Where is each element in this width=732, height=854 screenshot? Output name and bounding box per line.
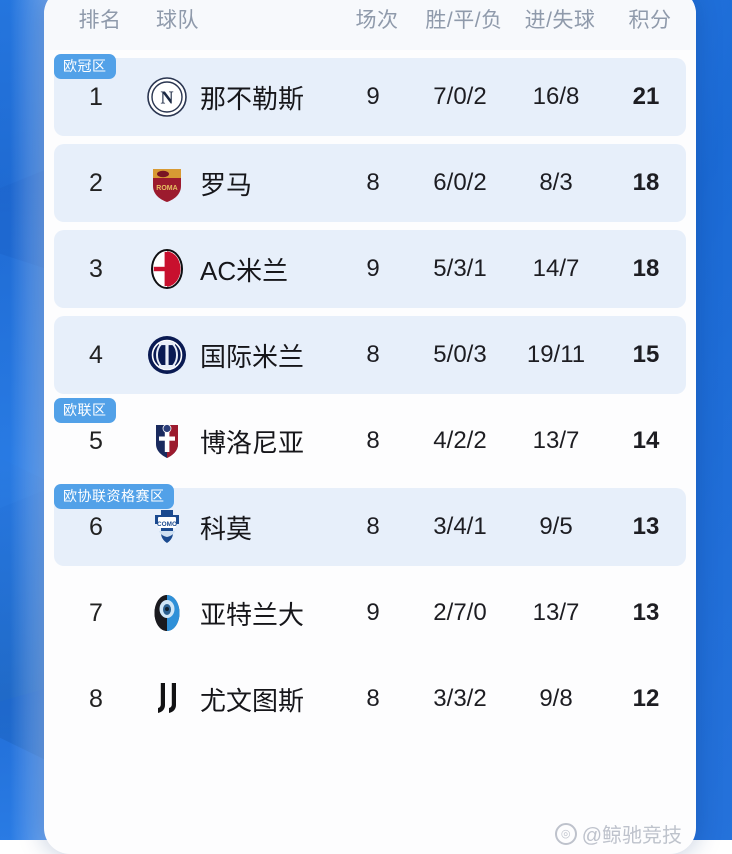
table-row[interactable]: 7 亚特兰大 9 2/7/0 13/7 13 — [54, 574, 686, 652]
cell-played: 9 — [334, 83, 412, 111]
cell-wdl: 5/0/3 — [412, 341, 508, 369]
cell-goals: 14/7 — [508, 255, 604, 283]
cell-wdl: 5/3/1 — [412, 255, 508, 283]
cell-goals: 13/7 — [508, 599, 604, 627]
svg-text:ROMA: ROMA — [156, 185, 177, 192]
cell-played: 9 — [334, 255, 412, 283]
cell-points: 14 — [604, 427, 688, 455]
cell-points: 12 — [604, 685, 688, 713]
cell-rank: 7 — [54, 599, 138, 628]
cell-points: 13 — [604, 513, 688, 541]
cell-rank: 8 — [54, 685, 138, 714]
cell-wdl: 3/3/2 — [412, 685, 508, 713]
column-header-team: 球队 — [142, 4, 338, 34]
cell-wdl: 4/2/2 — [412, 427, 508, 455]
app-logo-icon: ◎ — [555, 823, 577, 845]
cell-wdl: 7/0/2 — [412, 83, 508, 111]
cell-team: 尤文图斯 — [138, 678, 334, 720]
team-name: 亚特兰大 — [200, 595, 304, 632]
cell-team: ROMA 罗马 — [138, 162, 334, 204]
cell-rank: 5 — [54, 427, 138, 456]
cell-played: 8 — [334, 341, 412, 369]
cell-team: 国际米兰 — [138, 334, 334, 376]
cell-played: 8 — [334, 427, 412, 455]
column-header-rank: 排名 — [58, 4, 142, 34]
cell-goals: 19/11 — [508, 341, 604, 369]
inter-crest-icon — [146, 334, 188, 376]
table-row[interactable]: 2 ROMA 罗马 8 6/0/2 8/3 18 — [54, 144, 686, 222]
table-header-row: 排名 球队 场次 胜/平/负 进/失球 积分 — [44, 0, 696, 50]
team-name: 罗马 — [200, 165, 252, 202]
cell-goals: 9/5 — [508, 513, 604, 541]
zone-tag-uel: 欧联区 — [54, 398, 116, 423]
cell-played: 8 — [334, 169, 412, 197]
zone-tag-uecl: 欧协联资格赛区 — [54, 484, 174, 509]
watermark-text: @鲸驰竞技 — [582, 819, 682, 848]
standings-row-wrapper: 8 尤文图斯 8 3/3/2 9/8 12 — [44, 660, 696, 738]
cell-played: 8 — [334, 685, 412, 713]
column-header-points: 积分 — [608, 4, 692, 34]
standings-row-wrapper: 4 国际米兰 8 5/0/3 19/11 15 — [44, 316, 696, 394]
table-row[interactable]: 3 AC米兰 9 5/3/1 14/7 18 — [54, 230, 686, 308]
column-header-wdl: 胜/平/负 — [416, 4, 512, 34]
cell-points: 15 — [604, 341, 688, 369]
atalanta-crest-icon — [146, 592, 188, 634]
svg-text:N: N — [161, 88, 174, 108]
cell-rank: 6 — [54, 513, 138, 542]
cell-points: 13 — [604, 599, 688, 627]
cell-rank: 4 — [54, 341, 138, 370]
team-name: 国际米兰 — [200, 337, 304, 374]
watermark: ◎ @鲸驰竞技 — [555, 819, 682, 848]
table-row[interactable]: 4 国际米兰 8 5/0/3 19/11 15 — [54, 316, 686, 394]
team-name: AC米兰 — [200, 251, 288, 288]
cell-played: 9 — [334, 599, 412, 627]
roma-crest-icon: ROMA — [146, 162, 188, 204]
cell-team: 博洛尼亚 — [138, 420, 334, 462]
cell-rank: 2 — [54, 169, 138, 198]
napoli-crest-icon: N — [146, 76, 188, 118]
zone-tag-ucl: 欧冠区 — [54, 54, 116, 79]
cell-team: AC米兰 — [138, 248, 334, 290]
team-name: 科莫 — [200, 509, 252, 546]
cell-wdl: 6/0/2 — [412, 169, 508, 197]
cell-points: 18 — [604, 255, 688, 283]
cell-wdl: 2/7/0 — [412, 599, 508, 627]
como-crest-icon: COMO — [146, 506, 188, 548]
cell-goals: 9/8 — [508, 685, 604, 713]
column-header-played: 场次 — [338, 4, 416, 34]
bologna-crest-icon — [146, 420, 188, 462]
cell-team: COMO 科莫 — [138, 506, 334, 548]
column-header-goals: 进/失球 — [512, 4, 608, 34]
cell-rank: 1 — [54, 83, 138, 112]
team-name: 博洛尼亚 — [200, 423, 304, 460]
cell-points: 21 — [604, 83, 688, 111]
acmilan-crest-icon — [146, 248, 188, 290]
team-name: 尤文图斯 — [200, 681, 304, 718]
table-row[interactable]: 5 博洛尼亚 8 4/2/2 13/7 14 — [54, 402, 686, 480]
table-row[interactable]: 8 尤文图斯 8 3/3/2 9/8 12 — [54, 660, 686, 738]
standings-row-wrapper: 2 ROMA 罗马 8 6/0/2 8/3 18 — [44, 144, 696, 222]
cell-team: 亚特兰大 — [138, 592, 334, 634]
cell-goals: 16/8 — [508, 83, 604, 111]
cell-team: N 那不勒斯 — [138, 76, 334, 118]
cell-played: 8 — [334, 513, 412, 541]
table-row[interactable]: 1 N 那不勒斯 9 7/0/2 16/8 21 — [54, 58, 686, 136]
cell-goals: 13/7 — [508, 427, 604, 455]
standings-row-wrapper: 7 亚特兰大 9 2/7/0 13/7 13 — [44, 574, 696, 652]
cell-points: 18 — [604, 169, 688, 197]
team-name: 那不勒斯 — [200, 79, 304, 116]
svg-text:COMO: COMO — [157, 521, 177, 528]
cell-goals: 8/3 — [508, 169, 604, 197]
cell-rank: 3 — [54, 255, 138, 284]
juventus-crest-icon — [146, 678, 188, 720]
standings-row-wrapper: 3 AC米兰 9 5/3/1 14/7 18 — [44, 230, 696, 308]
cell-wdl: 3/4/1 — [412, 513, 508, 541]
